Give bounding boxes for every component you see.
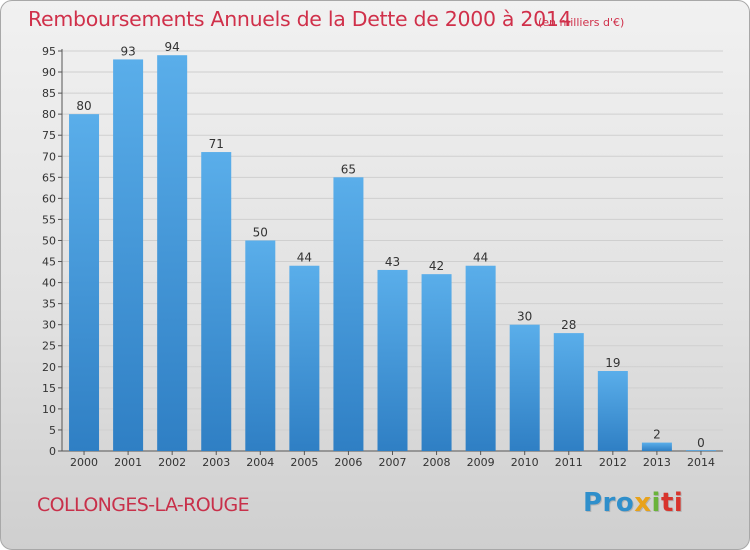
logo-part-3: i bbox=[651, 488, 661, 518]
y-tick-label: 70 bbox=[42, 150, 56, 163]
x-tick-label: 2002 bbox=[158, 456, 186, 469]
y-tick-label: 85 bbox=[42, 87, 56, 100]
y-tick-label: 45 bbox=[42, 256, 56, 269]
chart-unit-note: (en milliers d'€) bbox=[538, 16, 625, 29]
bar bbox=[157, 55, 188, 452]
y-tick-label: 10 bbox=[42, 403, 56, 416]
bar-value-label: 80 bbox=[76, 99, 91, 113]
y-tick-label: 20 bbox=[42, 361, 56, 374]
data-labels: 80 93 94 71 50 44 65 43 42 44 30 28 19 2 0 bbox=[76, 40, 704, 450]
bar bbox=[289, 265, 320, 451]
y-tick-label: 80 bbox=[42, 108, 56, 121]
y-tick-label: 75 bbox=[42, 129, 56, 142]
logo-part-4: ti bbox=[660, 488, 684, 518]
x-tick-label: 2014 bbox=[687, 456, 715, 469]
bar bbox=[509, 324, 540, 451]
bars bbox=[69, 55, 716, 452]
y-tick-label: 90 bbox=[42, 66, 56, 79]
bar-value-label: 42 bbox=[429, 259, 444, 273]
bar-value-label: 50 bbox=[253, 225, 268, 239]
y-tick-label: 0 bbox=[49, 445, 56, 458]
x-tick-label: 2001 bbox=[114, 456, 142, 469]
x-tick-label: 2013 bbox=[643, 456, 671, 469]
bar-value-label: 30 bbox=[517, 310, 532, 324]
bar bbox=[597, 371, 628, 451]
bar-value-label: 94 bbox=[165, 40, 180, 54]
x-tick-labels: 2000 2001 2002 2003 2004 2005 2006 2007 2008 2009… bbox=[70, 456, 715, 469]
bar bbox=[113, 59, 144, 451]
x-tick-label: 2005 bbox=[290, 456, 318, 469]
bar-value-label: 71 bbox=[209, 137, 224, 151]
bar-value-label: 19 bbox=[605, 356, 620, 370]
y-tick-label: 55 bbox=[42, 213, 56, 226]
bar-value-label: 65 bbox=[341, 162, 356, 176]
bar-value-label: 0 bbox=[697, 436, 705, 450]
bar bbox=[201, 152, 232, 452]
commune-name: COLLONGES-LA-ROUGE bbox=[37, 494, 250, 516]
bar bbox=[685, 450, 716, 451]
bar bbox=[245, 240, 276, 451]
bar bbox=[421, 274, 452, 451]
x-tick-label: 2007 bbox=[379, 456, 407, 469]
bar-value-label: 44 bbox=[473, 251, 488, 265]
y-tick-label: 30 bbox=[42, 319, 56, 332]
y-tick-label: 35 bbox=[42, 298, 56, 311]
x-tick-label: 2004 bbox=[246, 456, 274, 469]
bar bbox=[465, 265, 496, 451]
y-tick-label: 5 bbox=[49, 424, 56, 437]
y-tick-label: 65 bbox=[42, 171, 56, 184]
bar-value-label: 28 bbox=[561, 318, 576, 332]
bar bbox=[333, 177, 364, 451]
x-tick-label: 2010 bbox=[511, 456, 539, 469]
y-tick-label: 50 bbox=[42, 234, 56, 247]
x-tick-label: 2000 bbox=[70, 456, 98, 469]
bar-value-label: 93 bbox=[120, 44, 135, 58]
bar-value-label: 2 bbox=[653, 428, 661, 442]
bar-value-label: 44 bbox=[297, 251, 312, 265]
bar bbox=[641, 442, 672, 451]
bar bbox=[377, 269, 408, 451]
x-tick-label: 2006 bbox=[334, 456, 362, 469]
bar bbox=[69, 114, 100, 451]
y-tick-label: 60 bbox=[42, 192, 56, 205]
x-tick-label: 2009 bbox=[467, 456, 495, 469]
x-tick-label: 2011 bbox=[555, 456, 583, 469]
y-tick-labels: 0 5 10 15 20 25 30 35 40 45 50 55 60 65 70 75 80 85 90 95 bbox=[42, 45, 56, 458]
proxiti-logo: Proxiti bbox=[583, 488, 683, 518]
y-tick-label: 15 bbox=[42, 382, 56, 395]
x-tick-label: 2008 bbox=[423, 456, 451, 469]
y-tick-label: 40 bbox=[42, 277, 56, 290]
y-tick-label: 95 bbox=[42, 45, 56, 58]
bar bbox=[553, 333, 584, 451]
logo-part-1: Pro bbox=[583, 488, 635, 518]
x-tick-label: 2012 bbox=[599, 456, 627, 469]
bar-value-label: 43 bbox=[385, 255, 400, 269]
logo-part-2: x bbox=[634, 488, 652, 518]
y-tick-label: 25 bbox=[42, 340, 56, 353]
x-tick-label: 2003 bbox=[202, 456, 230, 469]
chart-title: Remboursements Annuels de la Dette de 20… bbox=[28, 7, 572, 31]
